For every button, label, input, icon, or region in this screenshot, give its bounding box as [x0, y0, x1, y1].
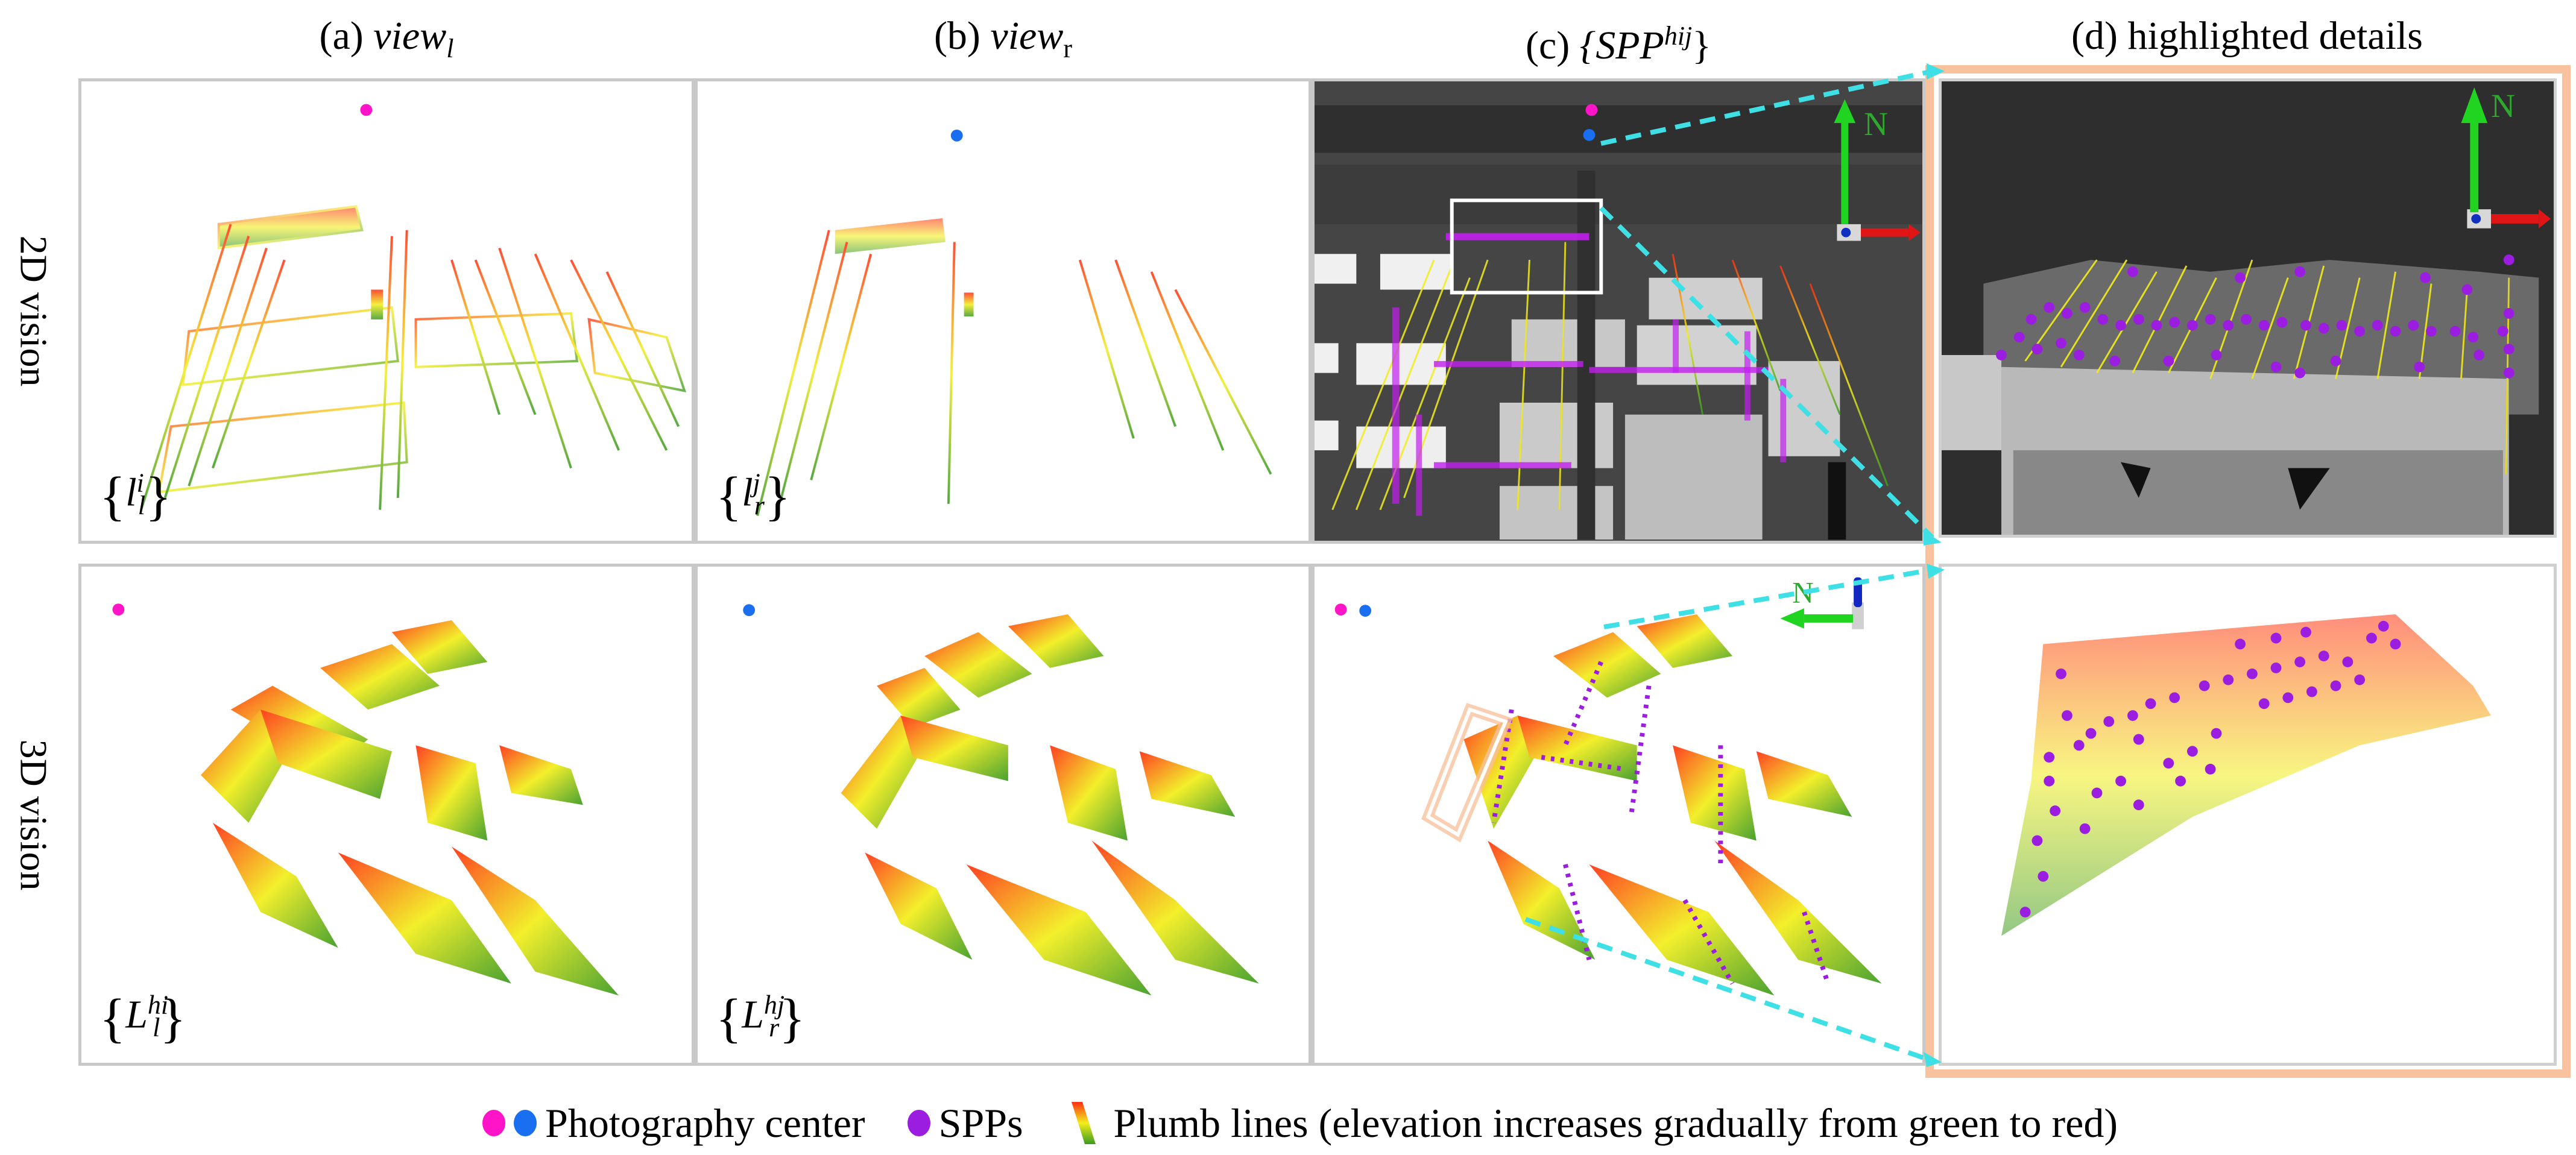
label-sup: hj	[763, 990, 785, 1020]
title-main: view	[373, 14, 447, 58]
title-superscript: hij	[1664, 21, 1693, 51]
set-label-L-l-hi: {Lhil}	[99, 987, 186, 1050]
title-prefix: (b)	[933, 14, 991, 58]
title-main: view	[990, 14, 1064, 58]
brace-open: {	[716, 989, 742, 1048]
panel-d-3d	[1939, 564, 2557, 1066]
row-label-text: 3D vision	[12, 739, 55, 890]
set-label-l-l-i: {lil}	[99, 465, 171, 527]
column-title-b: (b) viewr	[695, 6, 1312, 66]
spp-points-detail-3d	[2019, 620, 2401, 917]
label-base: L	[125, 992, 148, 1037]
spp-3d: N	[1334, 576, 1882, 996]
title-prefix: (d)	[2071, 14, 2128, 58]
right-camera-dot	[743, 604, 756, 617]
spp-dot-icon	[907, 1110, 930, 1136]
title-subscript: l	[446, 34, 454, 64]
panel-b-3d: {Lhjr}	[695, 564, 1312, 1066]
panel-c-3d: N	[1312, 564, 1925, 1066]
brace-open: {	[99, 989, 126, 1048]
column-title-d: (d) highlighted details	[1925, 6, 2569, 66]
set-label-L-r-hj: {Lhjr}	[716, 987, 805, 1050]
panel-b-2d: {ljr}	[695, 78, 1312, 544]
plumb-lines-2d-right	[756, 129, 1272, 517]
svg-text:N: N	[1864, 105, 1888, 142]
highlight-box-3d	[1425, 707, 1508, 837]
dsm-with-spps: N	[1315, 81, 1922, 541]
label-sup: i	[136, 468, 144, 498]
title-prefix: (c)	[1526, 24, 1580, 68]
plumb-lines-2d-left	[140, 104, 687, 511]
legend-label: Photography center	[545, 1100, 865, 1146]
title-subscript: r	[1063, 34, 1073, 64]
label-sub: r	[769, 1012, 780, 1042]
compass-3d-icon: N	[1780, 576, 1864, 629]
svg-text:N: N	[2491, 87, 2515, 124]
panel-c-2d: N	[1312, 78, 1925, 544]
detail-2d: N	[1942, 81, 2554, 535]
brace-open: {	[716, 467, 742, 526]
left-camera-dot-icon	[482, 1110, 505, 1136]
brace-close: }	[145, 467, 172, 526]
legend-label: Plumb lines (elevation increases gradual…	[1113, 1100, 2118, 1146]
label-sup: j	[753, 468, 760, 498]
label-base: L	[742, 992, 764, 1037]
label-sup: hi	[147, 990, 169, 1020]
set-label-l-r-j: {ljr}	[716, 465, 791, 527]
left-camera-dot	[112, 603, 125, 616]
title-main: highlighted details	[2127, 14, 2423, 58]
title-suffix: }	[1692, 24, 1711, 68]
title-main: {SPP	[1579, 24, 1664, 68]
brace-close: }	[779, 989, 806, 1048]
spp-points-detail	[1996, 254, 2514, 379]
legend: Photography center SPPs Plumb lines (ele…	[482, 1096, 2160, 1150]
right-camera-dot	[950, 129, 963, 142]
legend-item-plumb-lines: Plumb lines (elevation increases gradual…	[1065, 1099, 2118, 1147]
svg-text:N: N	[1792, 576, 1814, 609]
plumb-line-gradient-icon	[1071, 1102, 1096, 1144]
label-base: l	[125, 470, 137, 515]
detail-3d	[2001, 614, 2492, 936]
label-sub: l	[153, 1012, 160, 1042]
label-sub: l	[137, 490, 146, 520]
panel-d-2d: N	[1939, 78, 2557, 538]
row-label-text: 2D vision	[12, 235, 55, 387]
panel-a-3d: {Lhil}	[78, 564, 695, 1066]
brace-open: {	[99, 467, 126, 526]
right-camera-dot-icon	[514, 1110, 537, 1136]
label-sub: r	[754, 490, 765, 520]
column-title-a: (a) viewl	[78, 6, 695, 66]
row-label-3d: 3D vision	[0, 564, 66, 1066]
legend-label: SPPs	[938, 1100, 1023, 1146]
legend-item-photography-center: Photography center	[482, 1100, 865, 1147]
compass-icon: N	[2461, 87, 2551, 228]
legend-item-spps: SPPs	[907, 1100, 1023, 1147]
plumb-lines-3d-left	[112, 603, 619, 996]
brace-close: }	[764, 467, 791, 526]
plumb-lines-3d-right	[743, 604, 1259, 996]
column-title-c: (c) {SPPhij}	[1312, 6, 1925, 68]
row-label-2d: 2D vision	[0, 78, 66, 544]
panel-a-2d: {lil}	[78, 78, 695, 544]
label-base: l	[742, 470, 753, 515]
title-prefix: (a)	[319, 14, 374, 58]
left-camera-dot	[360, 104, 373, 116]
brace-close: }	[160, 989, 186, 1048]
